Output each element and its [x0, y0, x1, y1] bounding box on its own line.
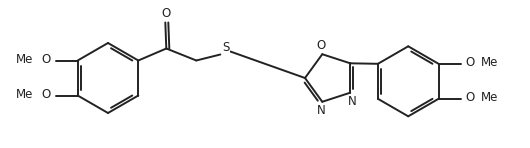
Text: O: O	[162, 7, 171, 20]
Text: S: S	[223, 41, 230, 54]
Text: Me: Me	[16, 53, 34, 66]
Text: Me: Me	[16, 88, 34, 101]
Text: N: N	[317, 104, 325, 117]
Text: O: O	[316, 39, 326, 52]
Text: O: O	[41, 88, 51, 101]
Text: O: O	[465, 56, 475, 69]
Text: Me: Me	[481, 56, 498, 69]
Text: O: O	[465, 91, 475, 104]
Text: Me: Me	[481, 91, 498, 104]
Text: O: O	[41, 53, 51, 66]
Text: N: N	[348, 95, 357, 108]
